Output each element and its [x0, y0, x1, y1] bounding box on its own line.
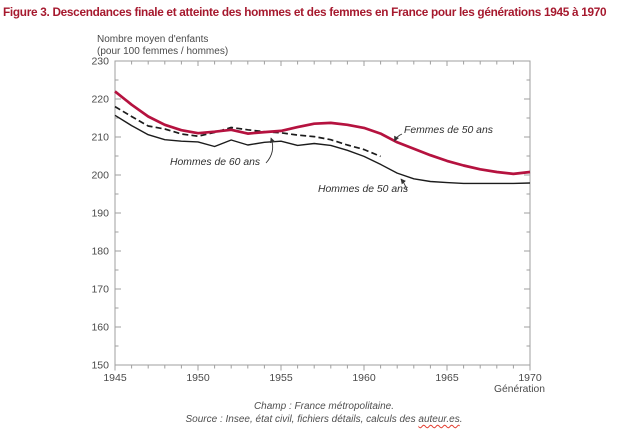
chart-footer: Champ : France métropolitaine. Source : … [10, 400, 638, 426]
x-tick-label: 1970 [518, 372, 542, 384]
champ-note: Champ : France métropolitaine. [253, 401, 395, 412]
y-axis-title-line2: (pour 100 femmes / hommes) [97, 46, 229, 57]
x-tick-label: 1945 [103, 372, 127, 384]
series-femmes-de-50-ans [114, 90, 531, 176]
x-tick-label: 1955 [269, 372, 293, 384]
axis-ticks [114, 60, 531, 371]
y-tick-label: 200 [91, 170, 109, 182]
source-note: Source : Insee, état civil, fichiers dét… [10, 413, 638, 426]
annotation-hommes-de-50-ans: Hommes de 50 ans [318, 184, 409, 195]
annotation-arrow [394, 133, 403, 142]
y-tick-label: 150 [91, 360, 109, 372]
y-axis-title: Nombre moyen d'enfants (pour 100 femmes … [97, 34, 228, 58]
axis-frame [114, 60, 531, 366]
y-tick-label: 180 [91, 246, 109, 258]
y-tick-label: 160 [91, 322, 109, 334]
axis-tick-labels: 1945 1950 1955 1960 1965 1970 150 160 170 180 190 2… [91, 56, 541, 385]
y-tick-label: 210 [91, 132, 109, 144]
x-axis-title: Génération [494, 384, 545, 395]
y-tick-label: 190 [91, 208, 109, 220]
y-tick-label: 230 [91, 56, 109, 68]
source-period: . [459, 414, 463, 425]
x-tick-label: 1960 [352, 372, 376, 384]
y-tick-label: 170 [91, 284, 109, 296]
x-tick-label: 1950 [186, 372, 210, 384]
y-tick-label: 220 [91, 94, 109, 106]
series-hommes-de-60-ans [114, 105, 381, 158]
annotation-arrow [400, 178, 408, 191]
x-tick-label: 1965 [435, 372, 459, 384]
y-axis-title-line1: Nombre moyen d'enfants [97, 34, 209, 45]
series-hommes-de-50-ans [114, 114, 531, 185]
annotation-hommes-de-60-ans: Hommes de 60 ans [170, 157, 261, 168]
annotation-femmes-de-50-ans: Femmes de 50 ans [404, 125, 493, 136]
annotation-arrow [265, 137, 276, 164]
spellcheck-flagged-word: auteur.es [418, 414, 460, 425]
figure-title: Figure 3. Descendances finale et atteint… [3, 5, 607, 19]
source-text: Source : Insee, état civil, fichiers dét… [185, 414, 419, 425]
